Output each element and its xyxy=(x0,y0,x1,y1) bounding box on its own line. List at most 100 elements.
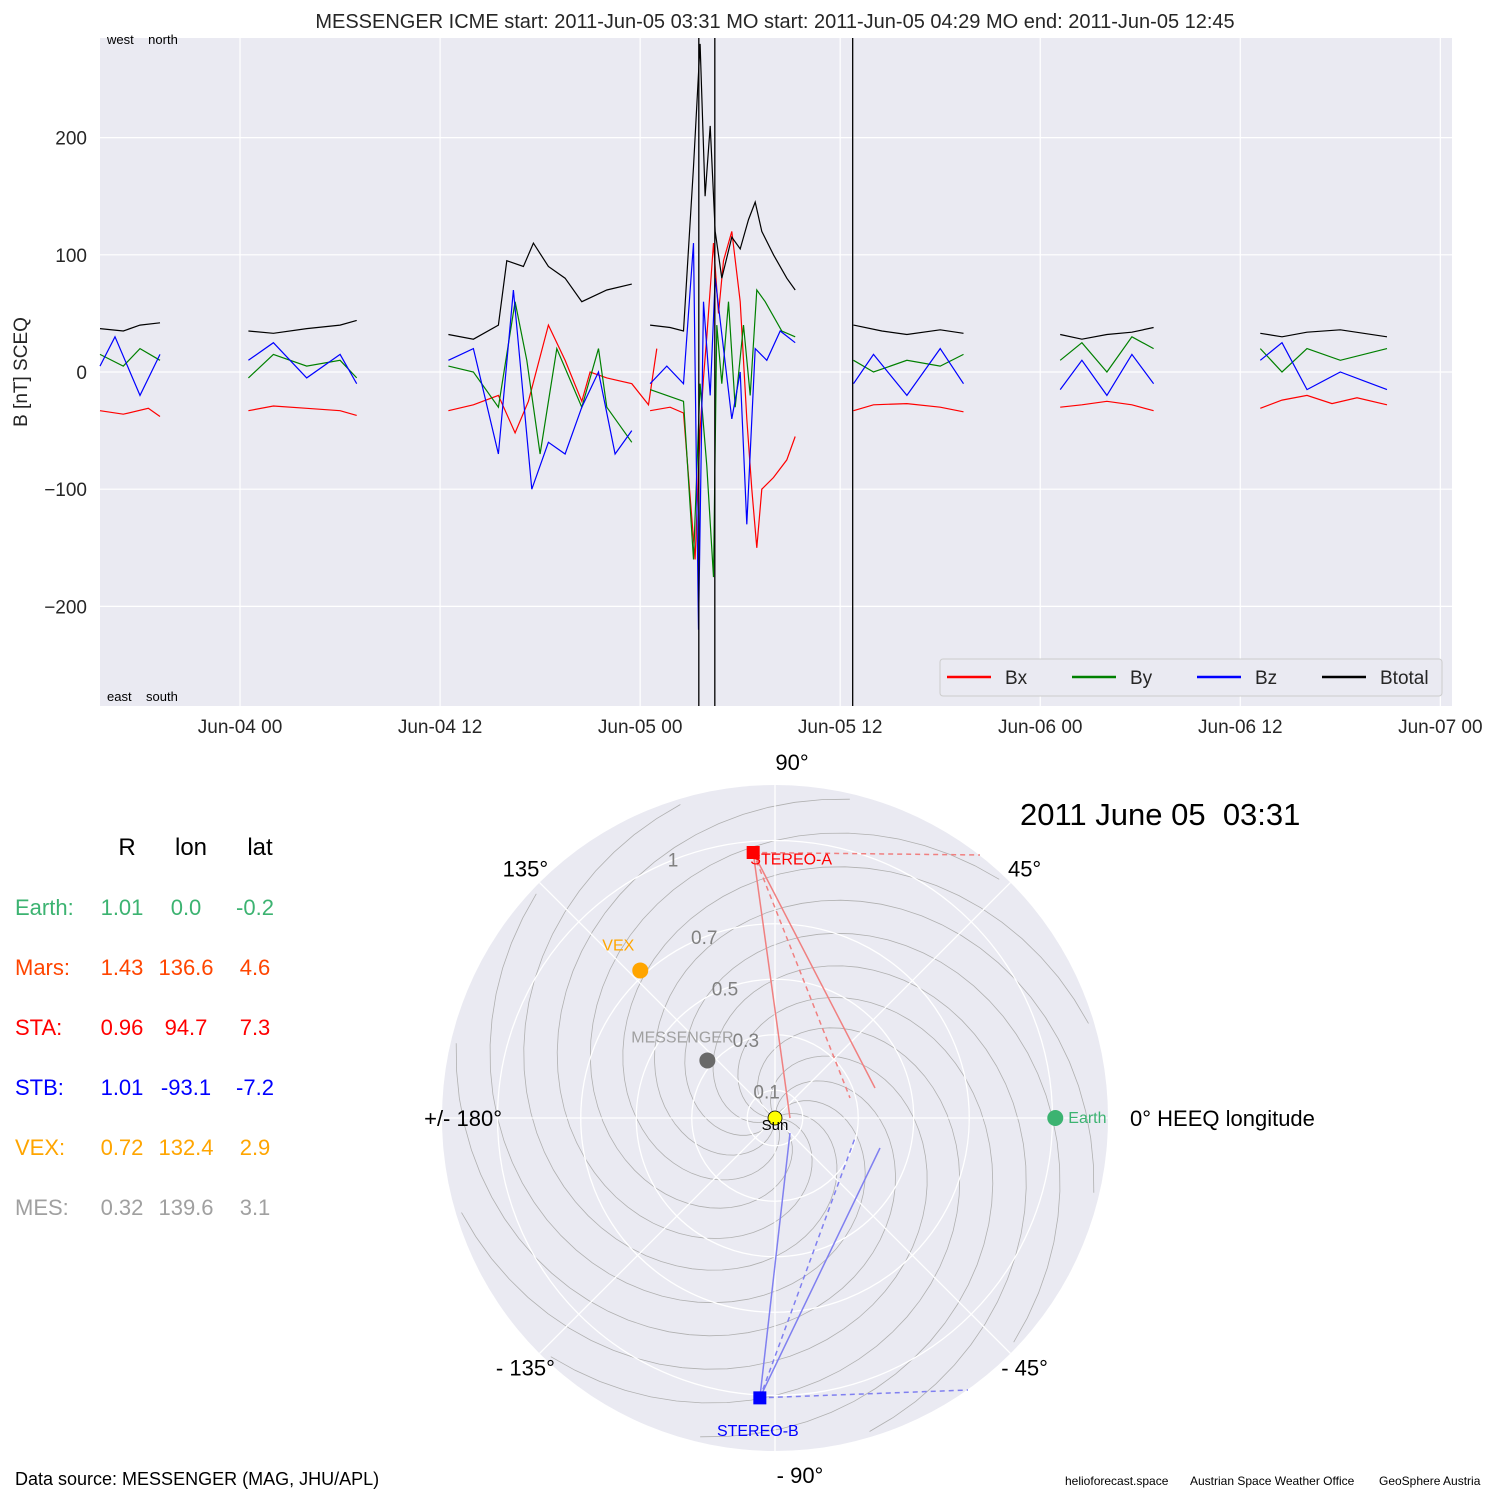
angle-label: - 135° xyxy=(496,1356,555,1381)
radial-tick-label: 0.5 xyxy=(712,979,738,1000)
angle-label: 0° HEEQ longitude xyxy=(1130,1106,1315,1131)
fov-line xyxy=(752,852,876,1089)
series-bz-line xyxy=(853,347,964,397)
radial-tick-label: 0.3 xyxy=(733,1031,759,1052)
series-btotal-line xyxy=(650,43,796,332)
table-cell-lon: 94.7 xyxy=(165,1015,208,1040)
table-cell-lon: 139.6 xyxy=(158,1195,213,1220)
series-btotal-line xyxy=(1060,326,1154,340)
table-cell-lon: -93.1 xyxy=(161,1075,211,1100)
fov-line xyxy=(759,1389,969,1399)
table-cell-lat: 4.6 xyxy=(240,955,271,980)
y-axis-label: B [nT] SCEQ xyxy=(11,317,32,427)
table-row-label: VEX: xyxy=(15,1135,65,1160)
table-cell-r: 1.01 xyxy=(101,895,144,920)
stereo-a-marker xyxy=(746,845,760,859)
x-tick-label: Jun-07 00 xyxy=(1398,717,1483,738)
table-cell-r: 0.32 xyxy=(101,1195,144,1220)
y-tick-label: 200 xyxy=(55,129,87,150)
credit-helioforecast: helioforecast.space xyxy=(1065,1474,1169,1488)
angle-label: 135° xyxy=(503,856,549,881)
fov-line xyxy=(752,852,791,1119)
table-row-label: MES: xyxy=(15,1195,69,1220)
y-tick-label: 0 xyxy=(76,363,87,384)
parker-spiral-line xyxy=(455,1043,896,1337)
table-cell-lat: -0.2 xyxy=(236,895,274,920)
series-by-line xyxy=(448,301,633,455)
table-cell-lon: 0.0 xyxy=(171,895,202,920)
stereo-b-marker xyxy=(753,1391,767,1405)
fov-line xyxy=(752,852,851,1099)
table-row-label: STB: xyxy=(15,1075,64,1100)
series-bx-line xyxy=(1260,394,1388,409)
messenger-label: MESSENGER xyxy=(631,1029,733,1046)
legend-label-bx: Bx xyxy=(1005,668,1028,689)
series-btotal-line xyxy=(448,241,632,340)
angular-gridline xyxy=(539,1117,776,1354)
table-header: lat xyxy=(247,834,273,861)
figure-title: MESSENGER ICME start: 2011-Jun-05 03:31 … xyxy=(315,11,1234,33)
table-cell-lon: 136.6 xyxy=(158,955,213,980)
time-series-ticks: Jun-04 00 Jun-04 12 Jun-05 00 Jun-05 12 Jun-… xyxy=(44,129,1482,738)
parker-spiral-line xyxy=(489,893,866,1304)
series-bx-line xyxy=(448,323,658,435)
table-row-label: Mars: xyxy=(15,955,70,980)
y-tick-label: 100 xyxy=(55,246,87,267)
angular-gridline xyxy=(539,882,776,1119)
table-cell-lat: 3.1 xyxy=(240,1195,271,1220)
series-bz-line xyxy=(649,243,796,630)
radial-tick-label: 0.1 xyxy=(753,1082,779,1103)
earth-label: Earth xyxy=(1068,1110,1106,1127)
angular-gridline xyxy=(774,1117,1011,1354)
series-bz-line xyxy=(99,335,161,397)
series-by-line xyxy=(853,353,964,373)
angle-label: +/- 180° xyxy=(424,1106,502,1131)
x-tick-label: Jun-06 12 xyxy=(1198,717,1283,738)
polar-title: 2011 June 05 03:31 xyxy=(1020,797,1300,832)
angle-label: - 45° xyxy=(1001,1356,1048,1381)
series-by-line xyxy=(1259,347,1388,373)
stereo-fov-lines xyxy=(752,851,981,1399)
stereo-b-label: STEREO-B xyxy=(717,1423,799,1440)
series-btotal-line xyxy=(248,319,357,334)
series-btotal-line xyxy=(853,324,964,336)
credit-aswo: Austrian Space Weather Office xyxy=(1190,1474,1355,1488)
legend: Bx By Bz Btotal xyxy=(939,658,1443,697)
series-btotal-line xyxy=(1260,329,1388,338)
table-row-label: STA: xyxy=(15,1015,62,1040)
series-by-line xyxy=(247,353,358,379)
fov-line xyxy=(759,1147,881,1399)
angle-label: 45° xyxy=(1008,856,1041,881)
parker-spiral-line xyxy=(700,997,994,1438)
radial-tick-label: 0.7 xyxy=(691,928,717,949)
angle-label: 90° xyxy=(775,750,808,775)
parker-spiral-line xyxy=(523,804,838,1271)
sun-label: Sun xyxy=(762,1117,789,1134)
parker-spiral-line xyxy=(622,866,1089,1181)
y-tick-label: −100 xyxy=(44,480,87,501)
table-header: lon xyxy=(175,834,207,861)
vex-label: VEX xyxy=(602,937,634,954)
table-header: R xyxy=(118,834,135,861)
legend-label-btotal: Btotal xyxy=(1380,668,1429,689)
table-cell-lat: -7.2 xyxy=(236,1075,274,1100)
x-tick-label: Jun-05 00 xyxy=(598,717,683,738)
sun-marker xyxy=(767,1110,783,1126)
series-by-line xyxy=(649,288,796,578)
stereo-a-label: STEREO-A xyxy=(750,851,832,868)
table-cell-r: 1.01 xyxy=(101,1075,144,1100)
series-by-line xyxy=(1059,336,1154,373)
fov-line xyxy=(759,1137,856,1399)
series-bz-line xyxy=(448,289,633,490)
credit-geosphere: GeoSphere Austria xyxy=(1379,1474,1481,1488)
earth-marker xyxy=(1047,1110,1064,1126)
radial-tick-label: 1 xyxy=(668,851,679,872)
x-tick-label: Jun-06 00 xyxy=(998,717,1083,738)
polar-grid xyxy=(442,785,1108,1451)
x-tick-label: Jun-04 00 xyxy=(198,717,283,738)
x-tick-label: Jun-05 12 xyxy=(798,717,883,738)
series-btotal-line xyxy=(99,322,161,332)
angular-gridline xyxy=(774,882,1011,1119)
parker-spiral-line xyxy=(712,965,1027,1432)
